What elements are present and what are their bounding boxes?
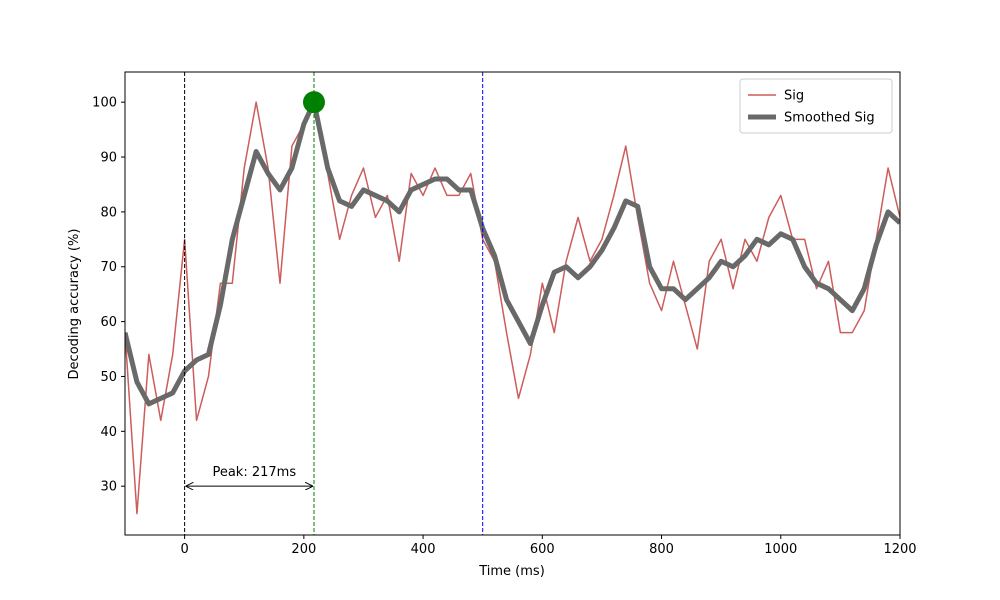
peak-marker bbox=[302, 91, 325, 114]
y-tick-label: 70 bbox=[100, 260, 117, 275]
x-tick-label: 1200 bbox=[883, 542, 916, 557]
x-tick-label: 600 bbox=[530, 542, 555, 557]
y-tick-label: 90 bbox=[100, 151, 117, 166]
plot-frame bbox=[124, 71, 901, 536]
x-tick-label: 800 bbox=[649, 542, 674, 557]
x-tick-label: 200 bbox=[291, 542, 316, 557]
legend-label: Smoothed Sig bbox=[784, 111, 875, 126]
y-tick-label: 30 bbox=[100, 480, 117, 495]
y-tick-label: 100 bbox=[92, 96, 117, 111]
x-tick-label: 1000 bbox=[764, 542, 797, 557]
x-tick-label: 400 bbox=[411, 542, 436, 557]
legend-label: Sig bbox=[784, 89, 804, 104]
y-tick-label: 50 bbox=[100, 370, 117, 385]
annotation-text: Peak: 217ms bbox=[212, 465, 296, 480]
y-tick-label: 60 bbox=[100, 315, 117, 330]
legend-box bbox=[739, 78, 893, 134]
series-line bbox=[125, 101, 900, 515]
x-tick-label: 0 bbox=[180, 542, 188, 557]
y-tick-label: 80 bbox=[100, 205, 117, 220]
y-tick-label: 40 bbox=[100, 425, 117, 440]
x-axis-label: Time (ms) bbox=[478, 564, 545, 579]
y-axis-label: Decoding accuracy (%) bbox=[67, 229, 82, 380]
series-line bbox=[125, 99, 900, 407]
